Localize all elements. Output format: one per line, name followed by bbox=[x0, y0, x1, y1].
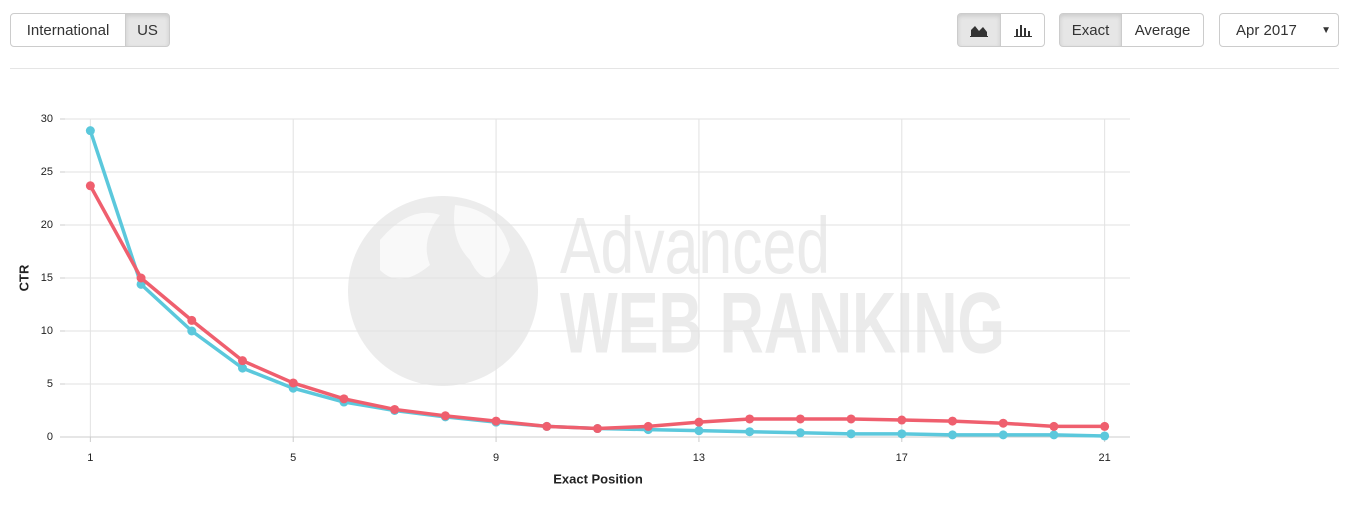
data-point bbox=[440, 411, 450, 421]
data-point bbox=[238, 363, 247, 373]
x-tick-label: 9 bbox=[493, 452, 499, 464]
y-axis-label: CTR bbox=[16, 264, 31, 291]
data-point bbox=[238, 356, 247, 366]
mode-button[interactable]: Exact bbox=[1059, 13, 1122, 47]
data-point bbox=[1100, 421, 1110, 431]
data-point bbox=[593, 424, 602, 434]
x-tick-label: 17 bbox=[896, 452, 908, 464]
separator bbox=[10, 68, 1339, 69]
data-point bbox=[1100, 431, 1110, 441]
y-tick-label: 20 bbox=[41, 219, 53, 231]
area-chart-button[interactable] bbox=[957, 13, 1001, 47]
data-point bbox=[85, 181, 95, 191]
data-point bbox=[390, 404, 400, 414]
data-point bbox=[491, 417, 501, 427]
data-point bbox=[390, 406, 400, 415]
data-point bbox=[643, 425, 653, 435]
y-tick-label: 25 bbox=[41, 166, 53, 178]
area-icon bbox=[970, 26, 988, 37]
data-point bbox=[948, 430, 957, 440]
data-point bbox=[846, 414, 856, 424]
y-tick-label: 0 bbox=[47, 431, 53, 443]
data-point bbox=[136, 279, 146, 289]
data-point bbox=[187, 326, 197, 336]
x-tick-label: 1 bbox=[87, 452, 93, 464]
data-point bbox=[85, 126, 95, 136]
dropdown-arrow: ▼ bbox=[1321, 24, 1331, 36]
data-point bbox=[187, 315, 197, 325]
data-point bbox=[694, 417, 704, 427]
data-point bbox=[643, 421, 653, 431]
month-value: Apr 2017 bbox=[1236, 21, 1297, 39]
data-point bbox=[1049, 430, 1059, 440]
data-point bbox=[948, 416, 957, 426]
data-point bbox=[998, 418, 1008, 428]
data-point bbox=[542, 421, 552, 431]
data-point bbox=[136, 273, 146, 283]
y-tick-label: 10 bbox=[41, 325, 53, 337]
data-point bbox=[339, 394, 349, 404]
data-point bbox=[846, 429, 856, 439]
watermark-text: Advanced bbox=[560, 201, 830, 290]
y-tick-label: 15 bbox=[41, 272, 53, 284]
region-button[interactable]: US bbox=[125, 13, 170, 47]
x-tick-label: 5 bbox=[290, 452, 296, 464]
data-point bbox=[795, 414, 805, 424]
x-axis-label: Exact Position bbox=[553, 471, 643, 486]
month-select[interactable]: Apr 2017 ▼ bbox=[1219, 13, 1339, 47]
series-line bbox=[88, 130, 1105, 438]
mode-button[interactable]: Average bbox=[1121, 13, 1204, 47]
data-point bbox=[998, 430, 1008, 440]
y-tick-label: 5 bbox=[47, 378, 53, 390]
data-point bbox=[288, 383, 298, 393]
data-point bbox=[897, 415, 907, 425]
bar-icon bbox=[1013, 25, 1032, 37]
x-tick-label: 13 bbox=[693, 452, 705, 464]
data-point bbox=[593, 424, 602, 434]
data-point bbox=[745, 427, 755, 437]
data-point bbox=[795, 428, 805, 438]
series-line bbox=[88, 184, 1105, 431]
region-button[interactable]: International bbox=[10, 13, 126, 47]
data-point bbox=[694, 426, 704, 436]
data-point bbox=[745, 414, 755, 424]
watermark: Advanced WEB RANKING bbox=[348, 196, 1005, 386]
bar-chart-button[interactable] bbox=[1000, 13, 1045, 47]
data-point bbox=[339, 397, 349, 407]
data-point bbox=[1049, 421, 1059, 431]
watermark-text: WEB RANKING bbox=[560, 276, 1005, 372]
y-tick-label: 30 bbox=[41, 113, 53, 125]
data-point bbox=[288, 378, 298, 388]
x-tick-label: 21 bbox=[1099, 452, 1111, 464]
data-point bbox=[491, 416, 501, 426]
data-point bbox=[897, 429, 907, 439]
data-point bbox=[542, 421, 552, 431]
data-point bbox=[440, 412, 450, 422]
